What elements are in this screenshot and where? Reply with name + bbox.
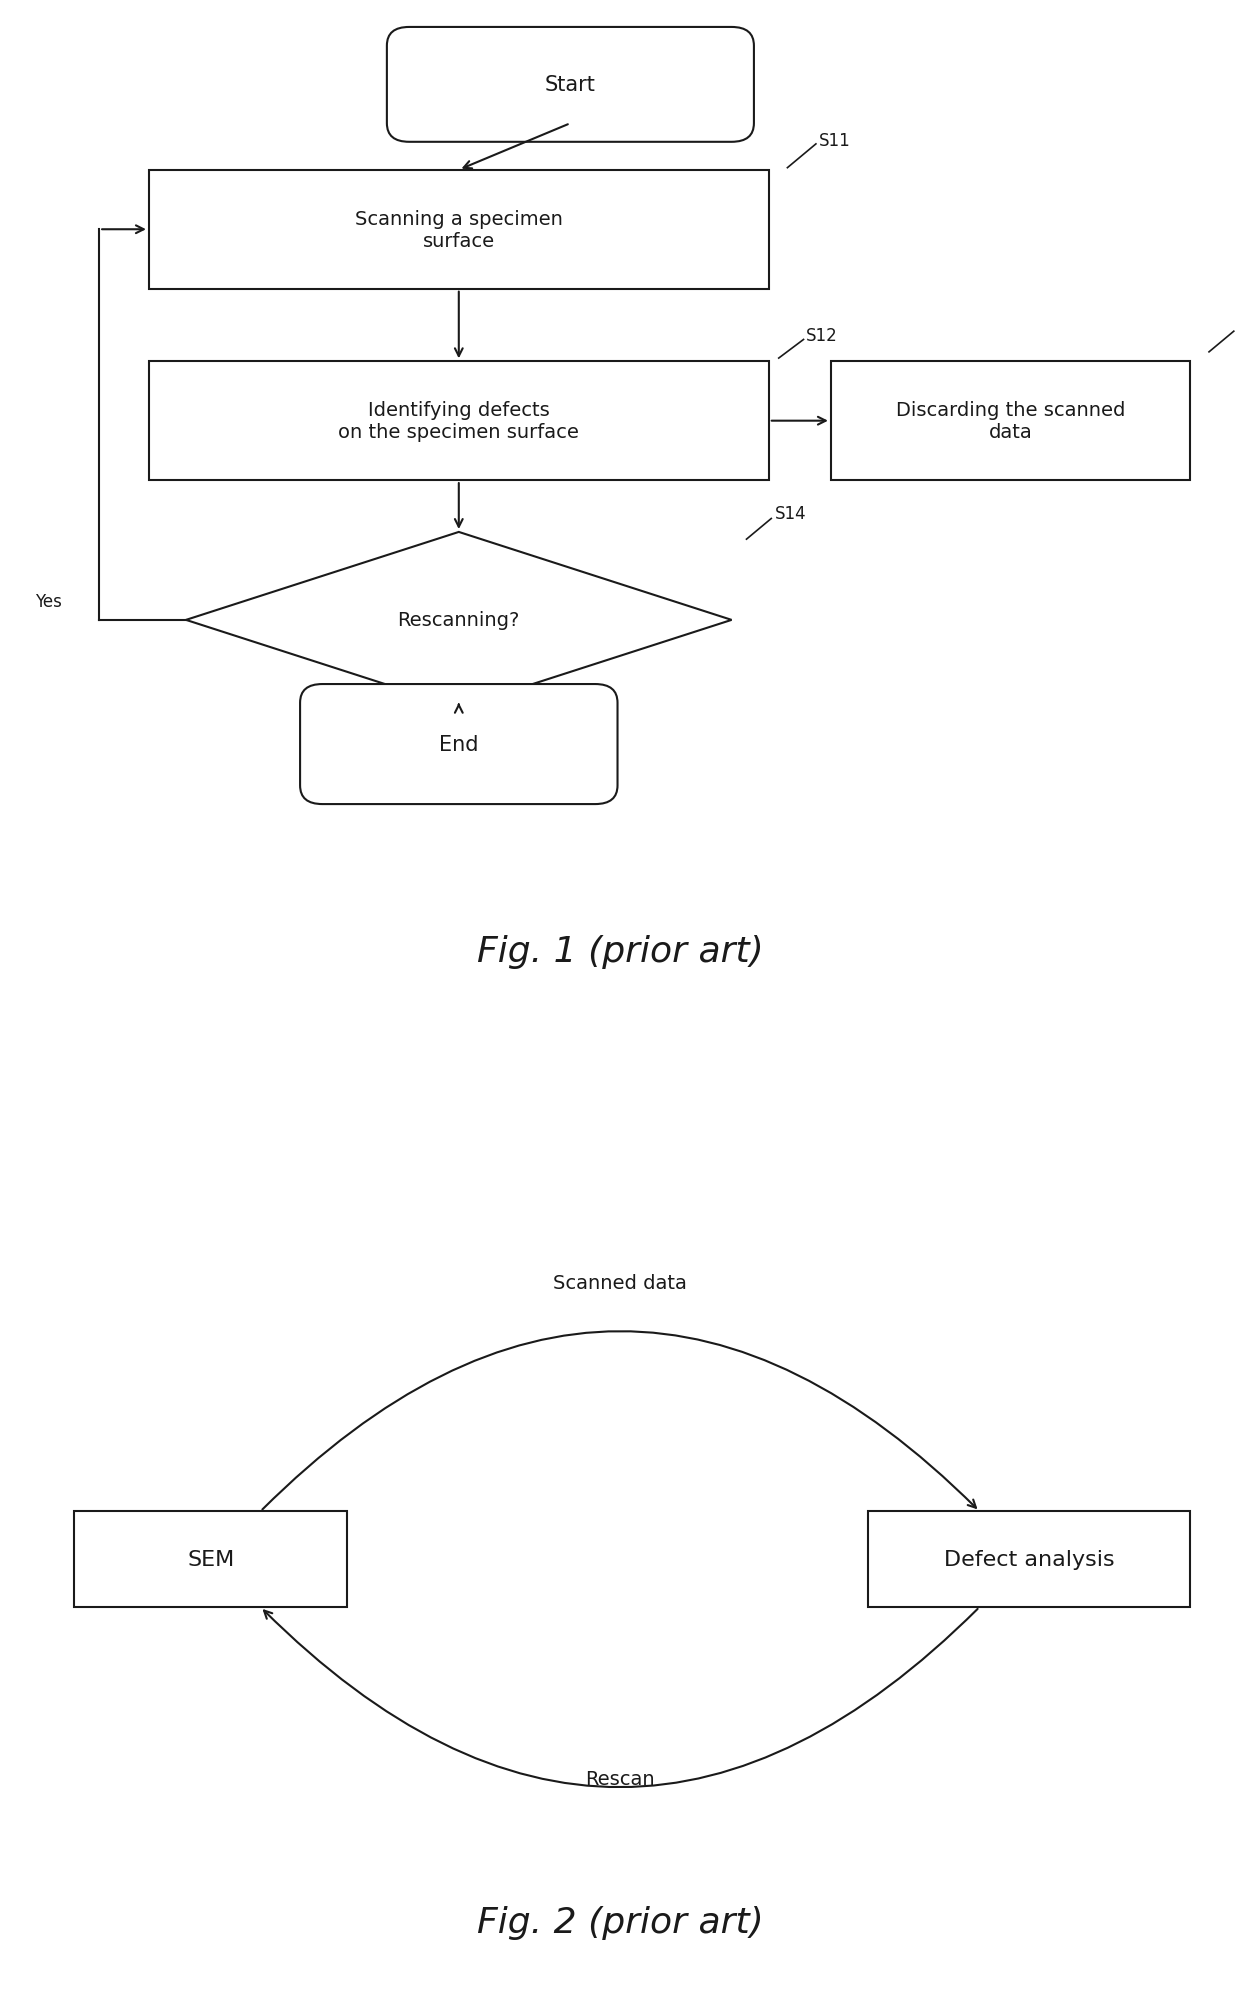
Text: Yes: Yes [35,593,62,611]
Text: Identifying defects
on the specimen surface: Identifying defects on the specimen surf… [339,402,579,442]
Bar [868,1512,1190,1607]
Text: Defect analysis: Defect analysis [944,1549,1115,1569]
Text: Fig. 2 (prior art): Fig. 2 (prior art) [476,1905,764,1939]
Polygon shape [186,533,732,708]
Text: End: End [439,734,479,754]
Bar [74,1512,347,1607]
Text: Scanned data: Scanned data [553,1273,687,1293]
Text: Rescan: Rescan [585,1770,655,1788]
Bar [831,362,1190,481]
Text: No: No [477,730,500,748]
Text: S12: S12 [806,326,838,344]
Text: Scanning a specimen
surface: Scanning a specimen surface [355,209,563,251]
FancyBboxPatch shape [387,28,754,143]
Text: S11: S11 [818,131,851,149]
Text: Rescanning?: Rescanning? [398,611,520,631]
FancyBboxPatch shape [300,684,618,806]
Bar [149,362,769,481]
Text: Start: Start [544,76,596,95]
Bar [149,171,769,290]
Text: S14: S14 [775,505,807,523]
Text: Discarding the scanned
data: Discarding the scanned data [897,402,1125,442]
Text: SEM: SEM [187,1549,234,1569]
Text: Fig. 1 (prior art): Fig. 1 (prior art) [476,935,764,969]
